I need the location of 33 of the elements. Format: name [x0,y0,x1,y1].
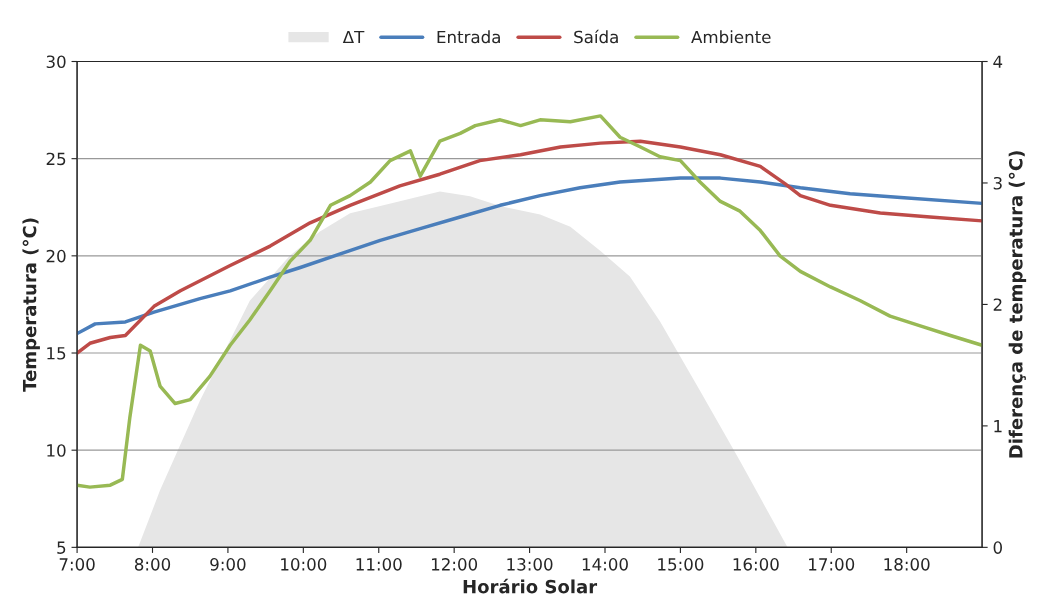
x-tick-label: 10:00 [281,558,327,571]
x-tick-label: 16:00 [733,558,779,571]
y2-tick-label: 0 [993,541,1002,554]
x-tick-label: 17:00 [809,558,855,571]
y-tick-label: 5 [57,541,66,554]
x-tick-label: 9:00 [210,558,246,571]
x-tick-label: 18:00 [884,558,930,571]
y-tick-label: 15 [47,347,66,360]
y2-axis-title: Diferença de temperatura (°C) [1008,151,1027,458]
y2-tick-label: 3 [993,176,1002,190]
y2-tick-label: 1 [994,420,1002,433]
legend-label: ΔT [342,30,365,44]
x-tick-label: 8:00 [134,558,171,571]
x-tick-label: 14:00 [582,558,628,571]
y2-tick-label: 4 [993,55,1003,68]
line-series [77,176,983,336]
y2-tick-label: 2 [993,298,1002,311]
x-tick-label: 13:00 [507,558,553,571]
x-tick-label: 12:00 [431,558,478,571]
legend-label: Saída [574,29,618,44]
y-tick-label: 10 [47,444,66,457]
line-series [77,114,983,489]
y-tick-label: 20 [46,249,66,263]
y-tick-label: 25 [46,152,66,166]
line-series [77,139,983,355]
x-tick-label: 7:00 [59,558,95,571]
y-axis-title: Temperatura (°C) [22,218,40,392]
legend-label: Entrada [437,30,500,44]
x-tick-label: 11:00 [356,558,402,571]
x-axis-title: Horário Solar [463,578,598,594]
x-tick-label: 15:00 [658,558,704,571]
legend-label: Ambiente [691,30,771,44]
y-tick-label: 30 [46,55,66,69]
